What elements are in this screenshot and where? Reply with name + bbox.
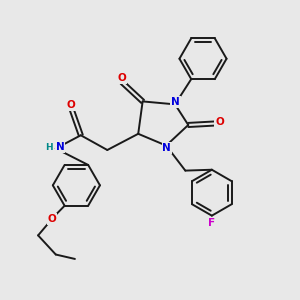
Text: N: N xyxy=(171,97,180,107)
Text: H: H xyxy=(46,142,53,152)
Text: O: O xyxy=(215,117,224,127)
Text: O: O xyxy=(48,214,56,224)
Text: O: O xyxy=(117,74,126,83)
Text: F: F xyxy=(208,218,215,228)
Text: N: N xyxy=(56,142,64,152)
Text: N: N xyxy=(162,143,171,153)
Text: O: O xyxy=(66,100,75,110)
